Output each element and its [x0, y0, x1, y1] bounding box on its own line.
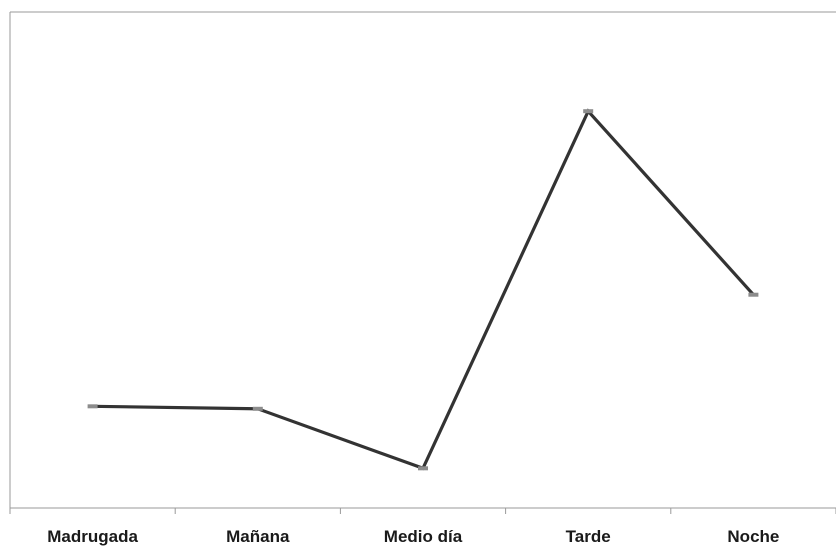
data-point-medio-día: [418, 466, 428, 471]
data-markers: [87, 109, 759, 471]
data-point-tarde: [583, 109, 594, 114]
data-series: [92, 108, 755, 471]
x-tick-label: Medio día: [384, 527, 463, 546]
x-tick-label: Noche: [727, 527, 779, 546]
data-point-mañana: [252, 406, 263, 411]
plot-frame: [9, 11, 836, 509]
series-line: [92, 108, 755, 471]
data-point-noche: [748, 292, 759, 297]
data-point-madrugada: [87, 404, 98, 409]
x-tick-label: Madrugada: [47, 527, 138, 546]
x-tick-label: Tarde: [566, 527, 611, 546]
x-axis-tick-labels: Madrugada Mañana Medio día Tarde Noche: [47, 527, 779, 546]
x-axis-ticks: [9, 508, 836, 514]
x-tick-label: Mañana: [226, 527, 290, 546]
